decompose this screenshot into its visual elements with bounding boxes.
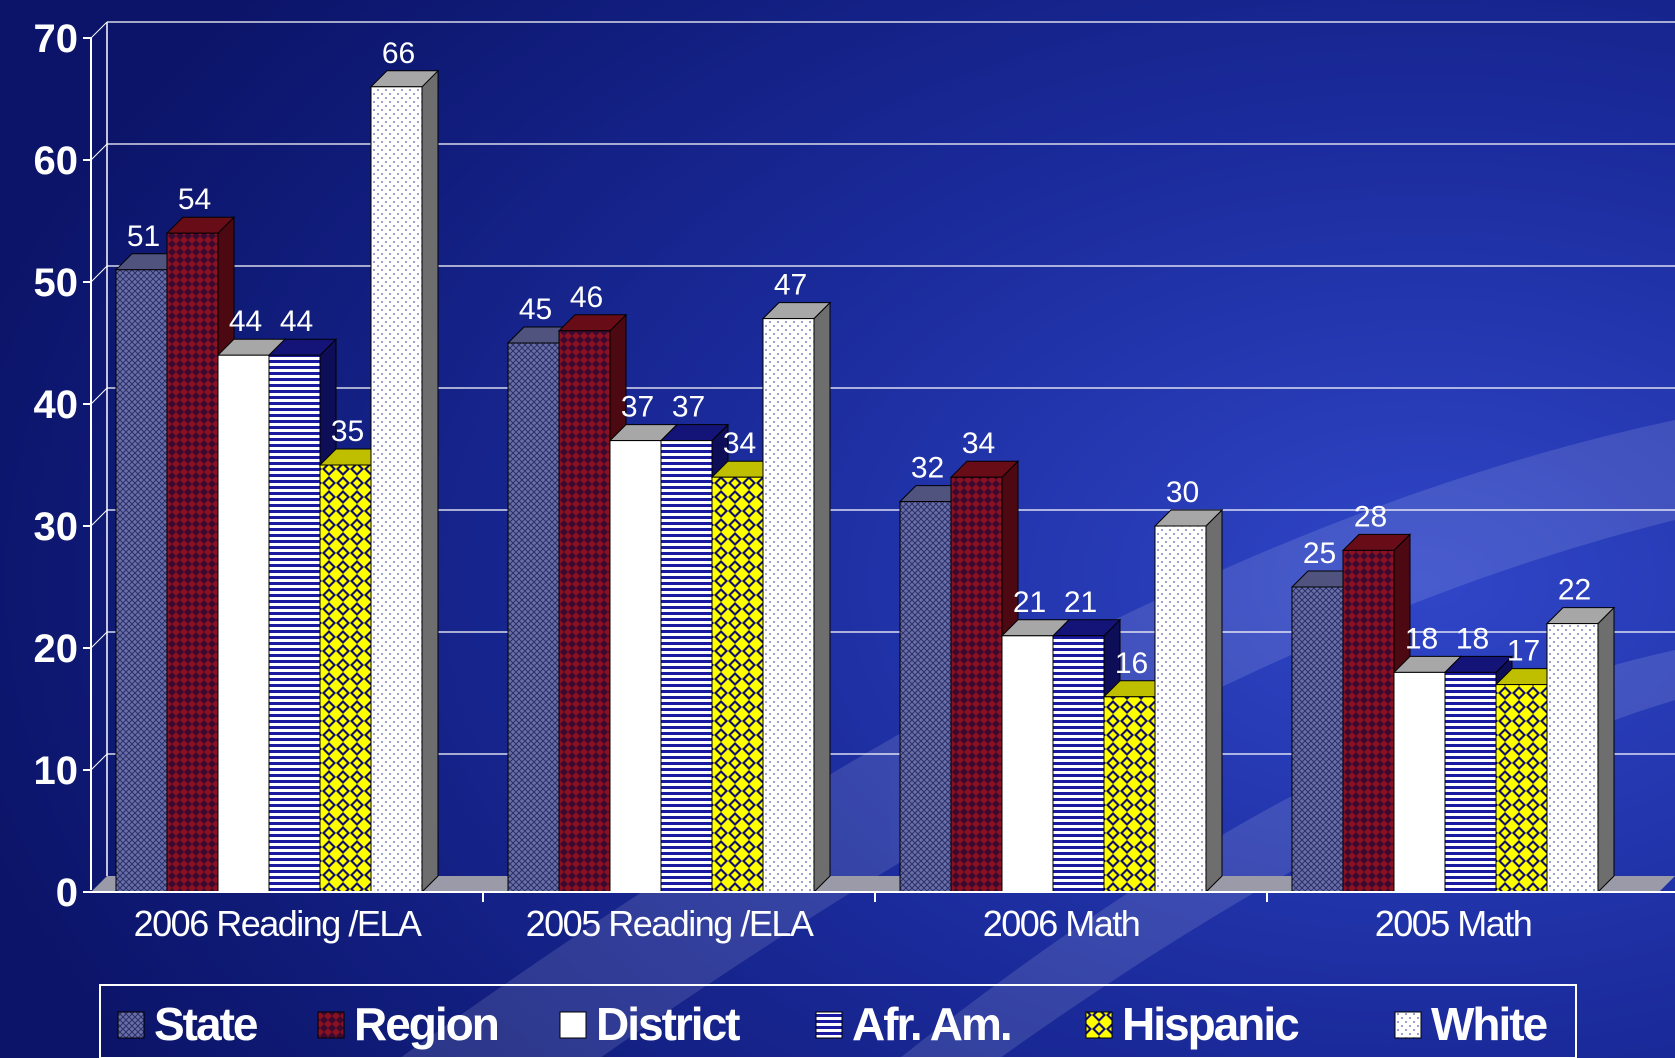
legend-label: Region [354,998,498,1050]
bar-front [711,476,764,893]
legend-label: State [154,998,258,1050]
data-label: 21 [1064,586,1097,619]
legend-entry: White [1394,998,1550,1050]
legend-swatch [117,1011,145,1039]
y-tick-label: 70 [34,17,79,61]
data-label: 21 [1013,586,1046,619]
bar-front [319,464,372,893]
y-tick-label: 20 [34,627,79,671]
legend-label: White [1431,998,1548,1050]
legend-swatch [1085,1011,1113,1039]
bar-front [1495,684,1548,893]
bar-front [1001,635,1054,893]
y-tick-label: 30 [34,505,79,549]
legend-box [99,984,1577,1058]
bar-front [1154,525,1207,893]
x-tick-label: 2006 Math [983,903,1140,944]
bar-front [1291,586,1344,893]
data-label: 51 [127,220,160,253]
legend-swatch [1394,1011,1422,1039]
data-label: 32 [911,452,944,485]
bar-front [507,342,560,893]
bar-front [370,86,423,893]
data-label: 25 [1303,537,1336,570]
bar-front [1546,623,1599,893]
gridline-diag [90,21,108,39]
data-label: 28 [1354,500,1387,533]
bar-front [166,232,219,893]
bar-side [1597,606,1615,894]
data-label: 46 [570,281,603,314]
data-label: 47 [774,269,807,302]
data-label: 18 [1405,622,1438,655]
bar-front [268,354,321,893]
chart-floor [91,876,1675,892]
bar [1545,606,1616,894]
data-label: 30 [1166,476,1199,509]
data-label: 22 [1558,574,1591,607]
bar-front [950,476,1003,893]
data-label: 66 [382,37,415,70]
legend-entry: Region [317,998,500,1050]
bar-front [558,330,611,893]
bar-side [1205,508,1223,894]
legend-label: Afr. Am. [852,998,1011,1050]
gridline-diag [90,509,108,527]
data-label: 45 [519,293,552,326]
legend-label: Hispanic [1122,998,1299,1050]
gridline-diag [90,631,108,649]
bar-front [1052,635,1105,893]
gridline-diag [90,143,108,161]
legend-entry: State [117,998,260,1050]
bar-front [762,318,815,893]
data-label: 17 [1507,635,1540,668]
bar-front [1342,549,1395,893]
bar-front [115,269,168,893]
data-label: 37 [621,391,654,424]
legend-swatch [815,1011,843,1039]
data-label: 44 [280,305,313,338]
y-tick-label: 10 [34,749,79,793]
data-label: 34 [962,427,995,460]
legend-swatch [317,1011,345,1039]
x-tick-label: 2006 Reading /ELA [134,903,422,944]
x-tick-label: 2005 Reading /ELA [526,903,814,944]
bar-front [1393,671,1446,893]
x-tick-label: 2005 Math [1375,903,1532,944]
y-tick-label: 0 [56,871,78,915]
data-label: 37 [672,391,705,424]
bar-front [1103,696,1156,893]
data-label: 18 [1456,622,1489,655]
legend-entry: Hispanic [1085,998,1301,1050]
bar [1153,508,1224,894]
data-label: 35 [331,415,364,448]
data-label: 16 [1115,647,1148,680]
gridline-diag [90,387,108,405]
data-label: 34 [723,427,756,460]
legend-entry: Afr. Am. [815,998,1013,1050]
gridline-diag [90,265,108,283]
bar-front [609,440,662,893]
y-tick-label: 50 [34,261,79,305]
y-tick-label: 40 [34,383,79,427]
bar-front [899,501,952,893]
bar-side [813,301,831,894]
data-label: 54 [178,183,211,216]
bar [369,69,440,894]
bar-front [660,440,713,893]
bar [761,301,832,894]
gridline-diag [90,753,108,771]
data-label: 44 [229,305,262,338]
legend-swatch [559,1011,587,1039]
bar-front [1444,671,1497,893]
y-tick-label: 60 [34,139,79,183]
bar-front [217,354,270,893]
bar-side [421,69,439,894]
legend-entry: District [559,998,742,1050]
legend-label: District [596,998,740,1050]
